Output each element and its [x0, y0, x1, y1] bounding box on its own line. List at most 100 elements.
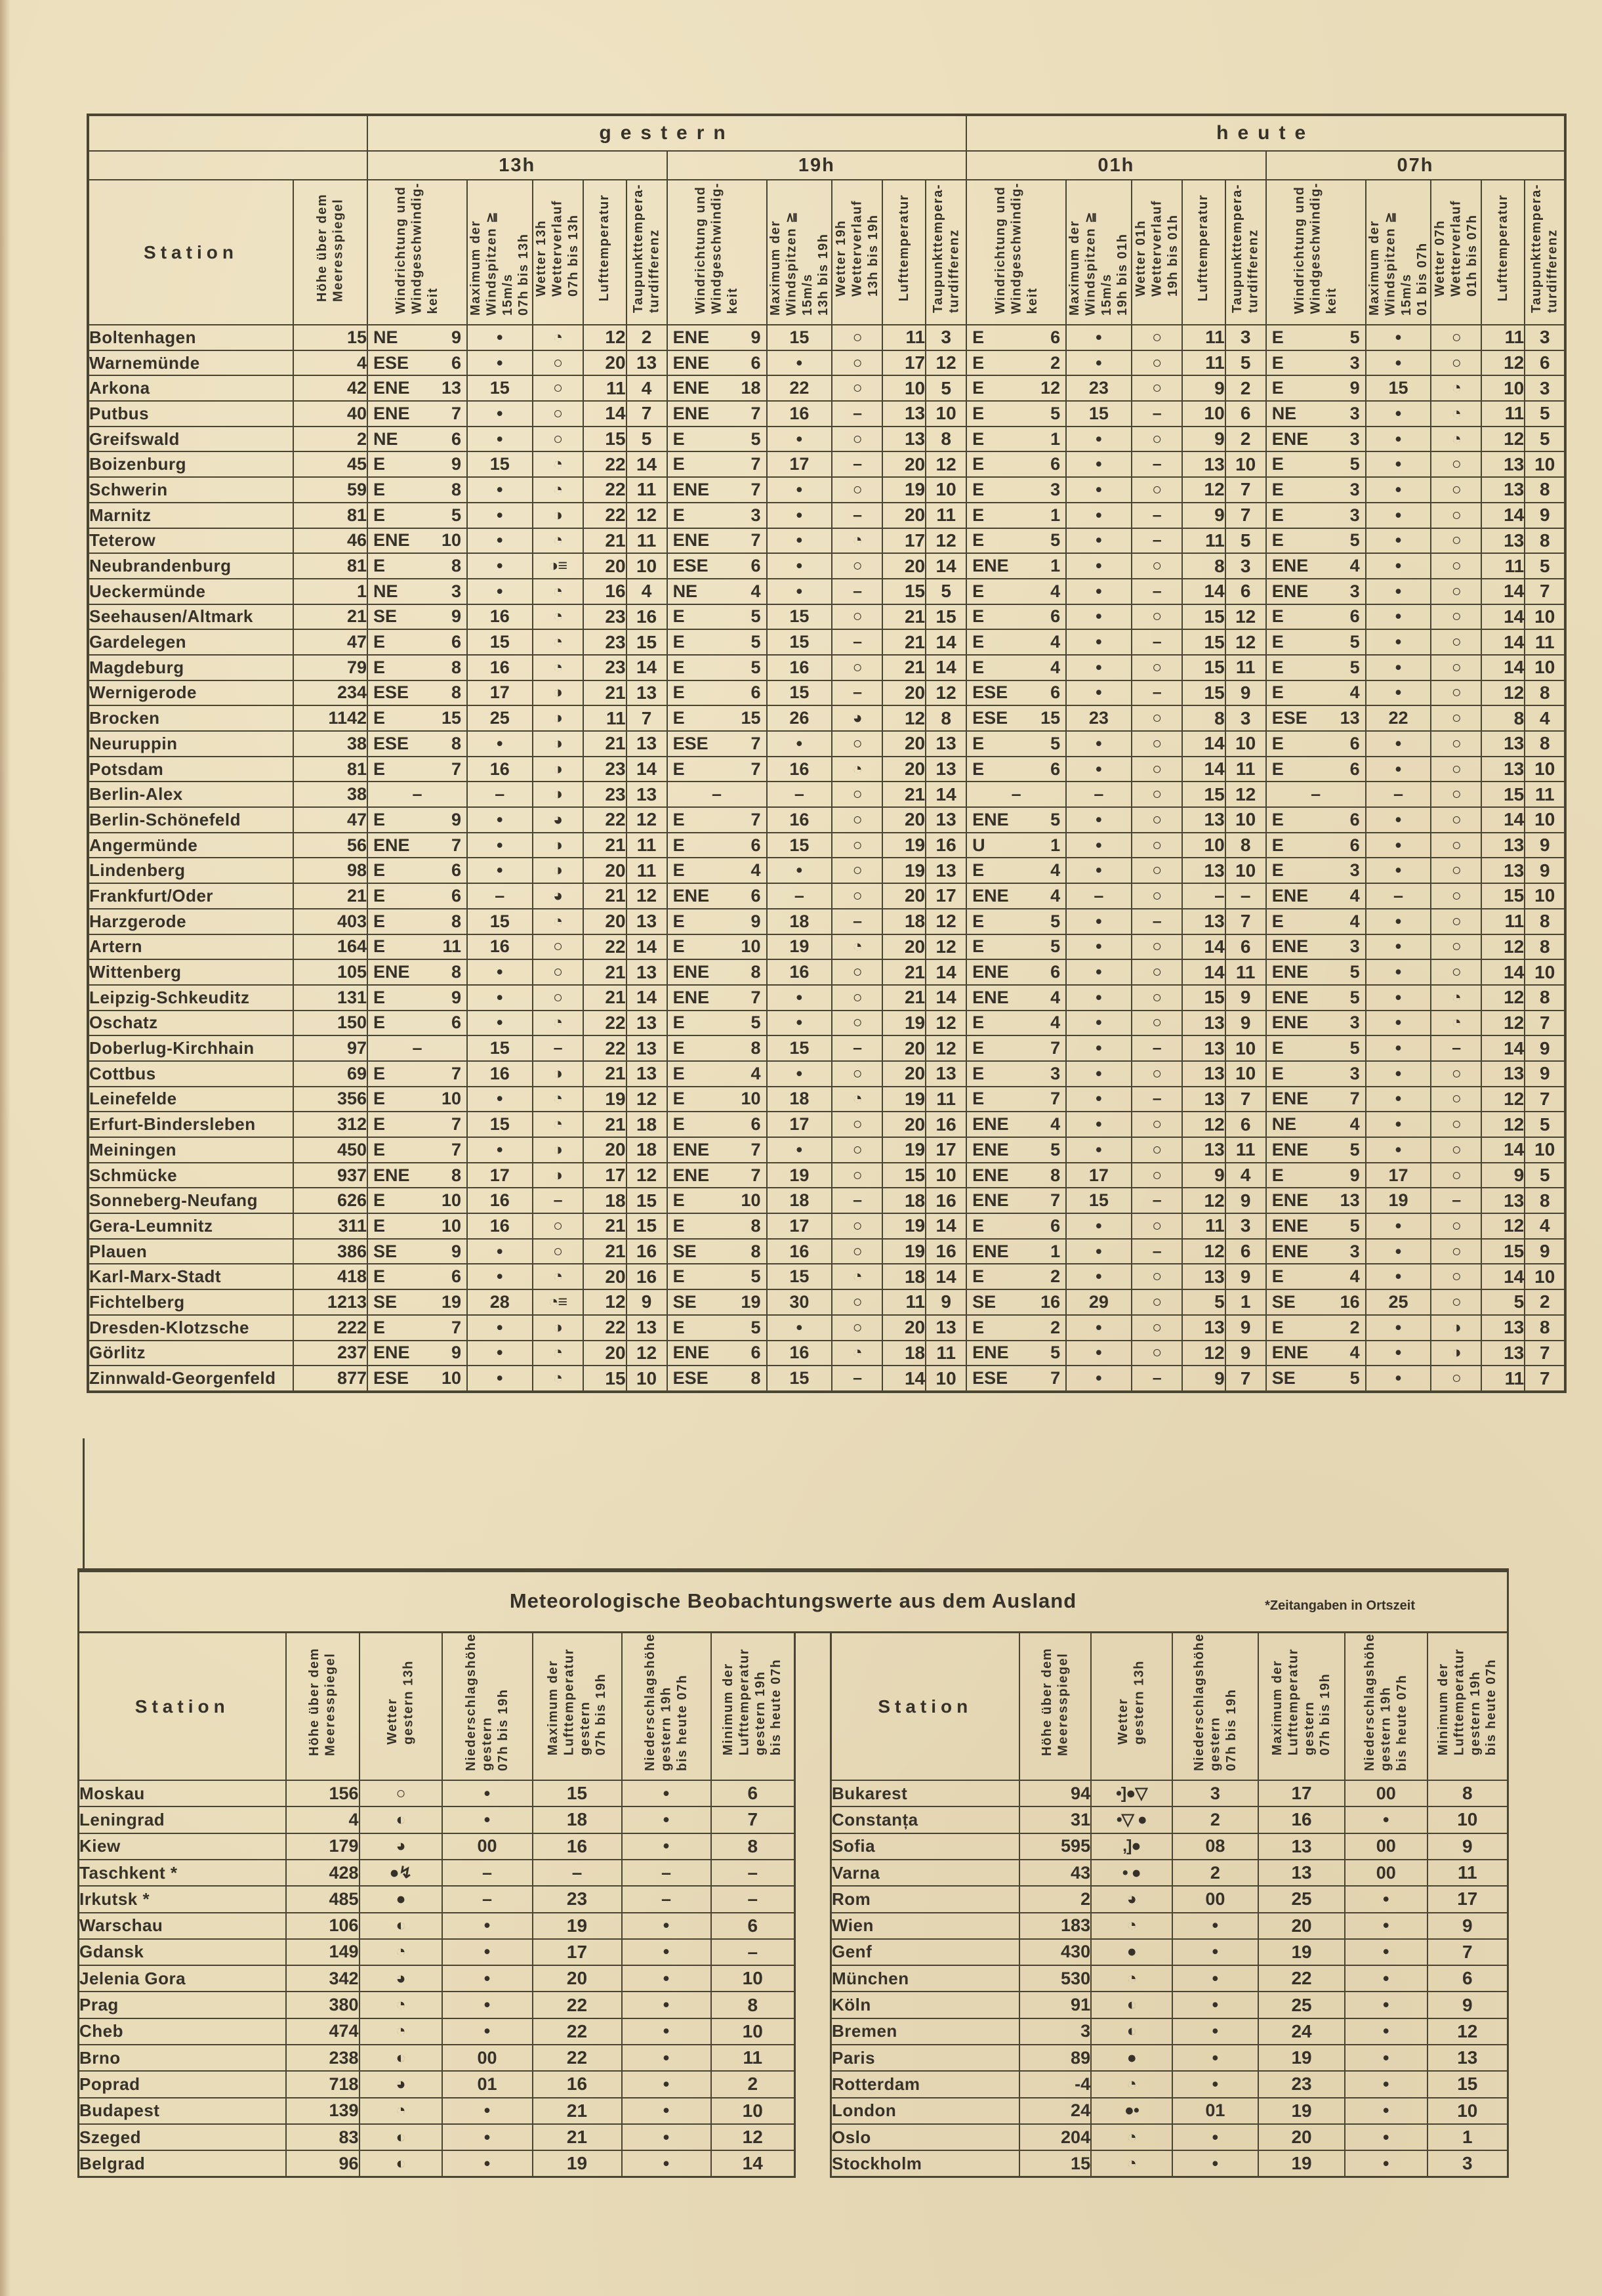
col-header-text: Maximum der Windspitzen ≧ 15m/s 07h bis …	[468, 211, 531, 316]
temp-cell: 18	[882, 1263, 927, 1291]
table-row: Wien 183 ◔ • 20 • 9	[830, 1911, 1509, 1940]
gust-cell: 25	[466, 705, 533, 732]
wind-speed: 19	[441, 1291, 461, 1312]
precip-night-cell: •	[1344, 1965, 1428, 1993]
wind-speed: 6	[1050, 454, 1061, 474]
wind-direction: E	[1271, 632, 1284, 652]
tmin-cell: 2	[710, 2070, 796, 2098]
table-row: Bukarest 94 •]●▽ 3 17 00 8	[830, 1780, 1509, 1808]
wind-value: E 10	[668, 936, 766, 957]
weather-cell: ○	[1130, 806, 1183, 833]
wind-direction: –	[412, 784, 422, 804]
wind-value: ENE 5	[968, 1140, 1065, 1160]
precip-day-cell: •	[441, 1965, 533, 1993]
temp-cell: –	[1181, 883, 1226, 909]
temp-cell: 21	[882, 603, 927, 631]
gust-cell: •	[1365, 1137, 1432, 1163]
wind-speed: 6	[1349, 835, 1360, 855]
wind-speed: 18	[741, 378, 761, 398]
col-header-text: Maximum der Windspitzen ≧ 15m/s 19h bis …	[1067, 211, 1130, 316]
weather-cell: ○	[831, 1009, 884, 1037]
temp-cell: 14	[1481, 654, 1526, 681]
weather-cell: ○	[358, 1780, 443, 1808]
gust-cell: •	[1365, 1314, 1432, 1341]
station-cell: Jelenia Gora	[77, 1965, 287, 1993]
gust-cell: •	[1365, 1085, 1432, 1113]
precip-night-cell: 00	[1344, 1858, 1428, 1887]
elevation-cell: 96	[285, 2150, 360, 2178]
wind-value: ENE 5	[1267, 962, 1365, 982]
gust-cell: •	[766, 730, 833, 757]
wind-cell: ENE 13	[1265, 1187, 1366, 1215]
weather-cell: –	[1130, 908, 1183, 935]
weather-cell: ○	[1130, 324, 1183, 351]
temp-cell: 12	[1181, 1111, 1226, 1138]
weather-cell: ◔	[1090, 1911, 1173, 1940]
temp-cell: 20	[882, 1314, 927, 1341]
weather-cell: ○	[1130, 705, 1183, 732]
table-row: Moskau 156 ○ • 15 • 6	[77, 1780, 796, 1808]
wind-cell: ENE 1	[966, 1238, 1067, 1265]
wind-speed: 5	[1349, 1368, 1360, 1388]
gust-cell: 18	[766, 1187, 833, 1215]
table-row: Oslo 204 ◔ • 20 • 1	[830, 2123, 1509, 2152]
weather-cell: ○	[1130, 1060, 1183, 1087]
table-row: Sofia 595 ,]● 08 13 00 9	[830, 1832, 1509, 1860]
weather-cell: ◔	[1090, 2150, 1173, 2178]
wind-speed: 9	[451, 327, 461, 347]
dewdiff-cell: 11	[625, 857, 668, 885]
dewdiff-cell: 16	[925, 1238, 968, 1265]
elevation-cell: 38	[293, 730, 368, 757]
tmin-cell: 8	[710, 1991, 796, 2019]
temp-cell: 13	[1481, 831, 1526, 859]
wind-speed: 3	[1050, 479, 1061, 499]
elevation-cell: 98	[293, 857, 368, 885]
wind-speed: 6	[750, 682, 761, 703]
weather-cell: ○	[831, 959, 884, 986]
weather-cell: ◔	[531, 451, 584, 478]
wind-value: SE 16	[968, 1292, 1065, 1312]
temp-cell: 21	[582, 527, 627, 554]
weather-cell: ◔	[531, 324, 584, 351]
precip-night-cell: •	[621, 2123, 712, 2152]
wind-direction: E	[1271, 682, 1284, 703]
dewdiff-cell: 11	[1524, 781, 1567, 808]
gust-cell: •	[466, 1263, 533, 1291]
temp-cell: 12	[582, 324, 627, 351]
weather-cell: ◑	[531, 679, 584, 707]
dewdiff-cell: 12	[625, 806, 668, 833]
gust-cell: •	[466, 1137, 533, 1163]
temp-cell: 13	[1181, 1035, 1226, 1062]
precip-day-cell: •	[441, 2017, 533, 2045]
wind-direction: NE	[1271, 403, 1297, 423]
tmin-cell: 6	[710, 1780, 796, 1808]
temp-cell: 11	[582, 705, 627, 732]
station-cell: Angermünde	[87, 831, 294, 859]
gust-cell: •	[466, 1009, 533, 1037]
day-group-row: gestern heute	[87, 114, 1567, 152]
wind-direction: ENE	[672, 1343, 710, 1363]
wind-cell: ENE 4	[1265, 883, 1366, 909]
wind-direction: E	[972, 530, 985, 551]
wind-cell: ENE 4	[1265, 553, 1366, 579]
temp-cell: 19	[882, 1009, 927, 1037]
weather-cell: ○	[1430, 1085, 1483, 1113]
weather-cell: ◔	[1090, 2070, 1173, 2098]
dewdiff-cell: 10	[925, 476, 968, 503]
gust-cell: •	[1065, 959, 1132, 986]
wind-direction: ENE	[972, 885, 1009, 906]
gust-cell: 22	[766, 375, 833, 402]
wind-speed: 5	[1349, 530, 1360, 551]
dewdiff-cell: 9	[1524, 1238, 1567, 1265]
col-header-text: Wetter gestern 13h	[1116, 1659, 1147, 1745]
weather-header: Wetter 07h Wetterverlauf 01h bis 07h	[1430, 179, 1483, 325]
temp-cell: 22	[582, 933, 627, 961]
